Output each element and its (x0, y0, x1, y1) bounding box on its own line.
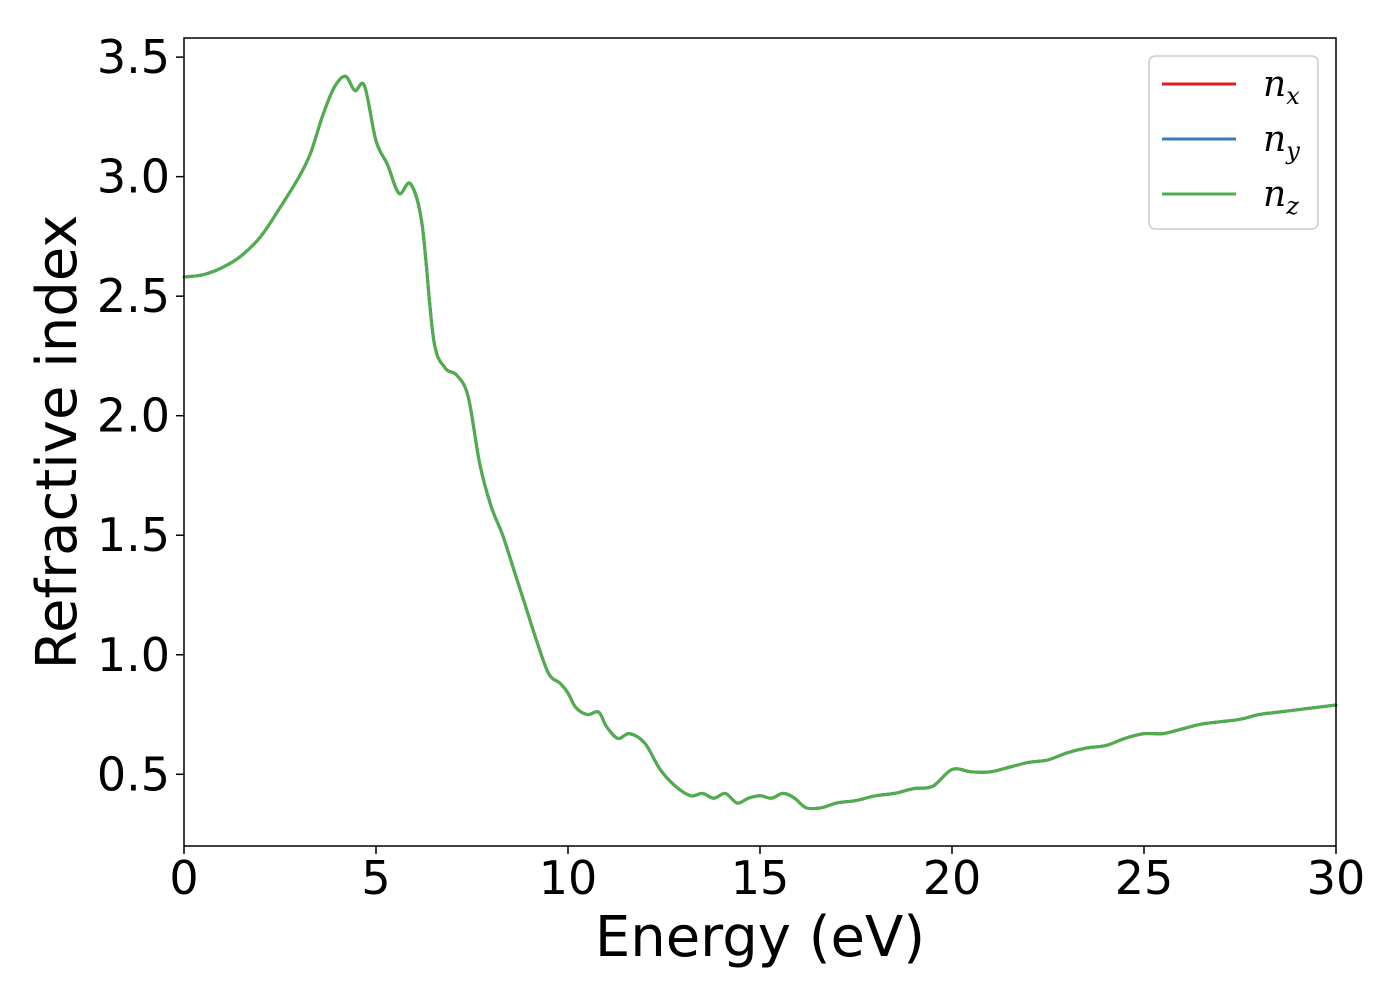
series-layer (182, 74, 1338, 811)
y-tick-label: 3.5 (97, 30, 170, 84)
x-axis-label: Energy (eV) (595, 905, 925, 970)
x-axis-ticks: 0 5 10 15 20 25 30 (169, 846, 1365, 905)
x-tick-label: 25 (1115, 851, 1174, 905)
x-tick-label: 10 (539, 851, 598, 905)
y-axis-ticks: 0.5 1.0 1.5 2.0 2.5 3.0 3.5 (97, 30, 184, 801)
y-tick-label: 1.5 (97, 508, 170, 562)
series-line-n-z (182, 74, 1338, 811)
legend: nx ny nz (1148, 55, 1319, 230)
legend-label-ny: ny (1263, 119, 1300, 165)
y-tick-label: 3.0 (97, 150, 170, 204)
legend-label-nx: nx (1263, 64, 1300, 110)
x-tick-label: 30 (1307, 851, 1366, 905)
x-tick-label: 5 (361, 851, 390, 905)
y-axis-label: Refractive index (25, 215, 90, 670)
y-tick-label: 2.0 (97, 389, 170, 443)
y-tick-label: 1.0 (97, 628, 170, 682)
legend-label-nz: nz (1263, 174, 1299, 220)
x-tick-label: 15 (731, 851, 790, 905)
y-tick-label: 0.5 (97, 747, 170, 801)
x-tick-label: 0 (169, 851, 198, 905)
x-tick-label: 20 (923, 851, 982, 905)
y-tick-label: 2.5 (97, 269, 170, 323)
legend-box (1148, 55, 1319, 230)
